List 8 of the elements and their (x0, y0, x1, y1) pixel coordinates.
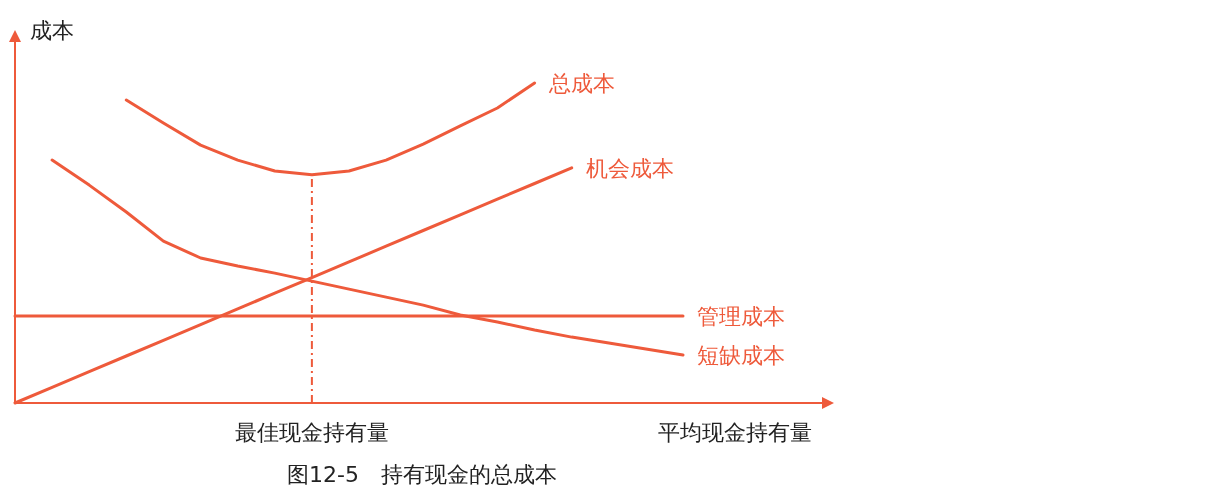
x-axis-title: 平均现金持有量 (658, 420, 812, 445)
series-label: 机会成本 (585, 155, 674, 181)
series-label: 总成本 (547, 71, 615, 96)
text: 最佳现金持有量 (234, 420, 389, 445)
y-axis-title: 成本 (30, 18, 74, 43)
series-label: 短缺成本 (697, 343, 785, 368)
text: 图12-5 持有现金的总成本 (287, 462, 557, 487)
series-label: 管理成本 (697, 303, 785, 329)
